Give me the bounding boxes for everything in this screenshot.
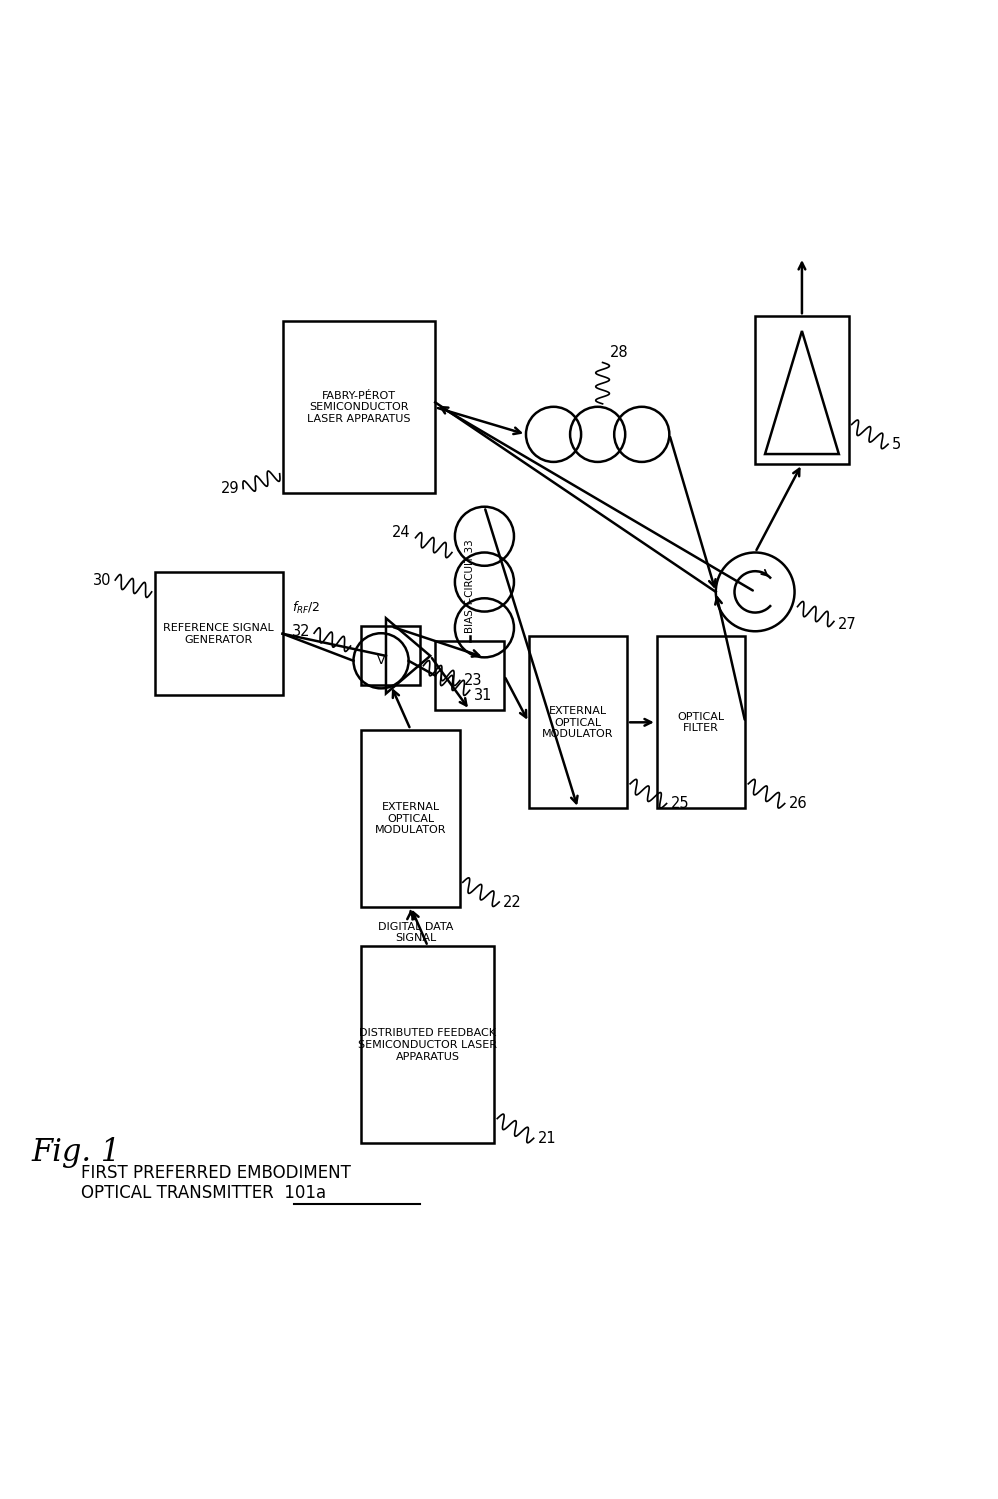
Bar [754,316,848,465]
Text: 29: 29 [221,481,240,496]
Text: 21: 21 [537,1130,556,1145]
Text: 25: 25 [671,796,689,811]
Text: DISTRIBUTED FEEDBACK
SEMICONDUCTOR LASER
APPARATUS: DISTRIBUTED FEEDBACK SEMICONDUCTOR LASER… [358,1028,497,1061]
Text: EXTERNAL
OPTICAL
MODULATOR: EXTERNAL OPTICAL MODULATOR [374,802,446,835]
Bar [282,321,435,493]
Text: FIRST PREFERRED EMBODIMENT
OPTICAL TRANSMITTER  101a: FIRST PREFERRED EMBODIMENT OPTICAL TRANS… [81,1163,350,1202]
Bar [361,627,420,685]
Bar [361,946,494,1144]
Text: Fig. 1: Fig. 1 [32,1136,121,1168]
Bar [435,642,504,711]
Text: 26: 26 [788,796,807,811]
Text: 22: 22 [503,895,522,910]
Text: EXTERNAL
OPTICAL
MODULATOR: EXTERNAL OPTICAL MODULATOR [542,706,614,739]
Text: DIGITAL DATA
SIGNAL: DIGITAL DATA SIGNAL [377,922,453,943]
Text: BIAS T-CIRCUIT 33: BIAS T-CIRCUIT 33 [464,540,474,634]
Text: 30: 30 [93,573,111,588]
Text: $f_{RF}/2$: $f_{RF}/2$ [292,600,320,616]
Text: V: V [376,655,385,667]
Text: 24: 24 [392,525,410,540]
Text: 27: 27 [837,618,856,633]
Text: 28: 28 [609,345,628,360]
Text: FABRY-PÉROT
SEMICONDUCTOR
LASER APPARATUS: FABRY-PÉROT SEMICONDUCTOR LASER APPARATU… [307,391,410,424]
Bar [529,636,627,808]
Text: 31: 31 [473,688,492,703]
Bar [657,636,746,808]
Text: 23: 23 [464,673,482,688]
Text: 5: 5 [891,436,901,451]
Text: REFERENCE SIGNAL
GENERATOR: REFERENCE SIGNAL GENERATOR [164,624,273,645]
Text: OPTICAL
FILTER: OPTICAL FILTER [678,712,725,733]
Text: 32: 32 [291,624,310,639]
Bar [155,573,282,696]
Bar [361,730,460,907]
